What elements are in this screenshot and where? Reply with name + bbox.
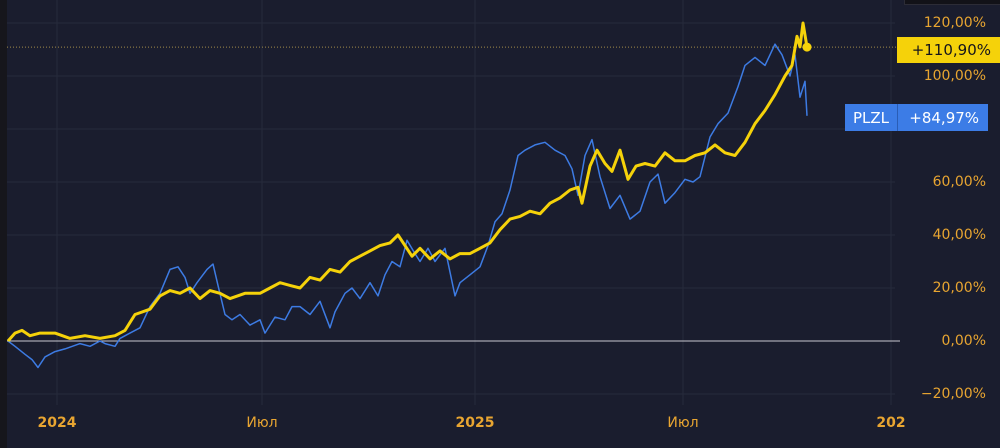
x-axis-label: Июл — [667, 415, 699, 431]
y-axis-label: −20,00% — [920, 386, 986, 402]
y-axis-label: 60,00% — [932, 174, 986, 190]
plzl-last-value-badge: PLZL +84,97% — [845, 104, 989, 131]
x-axis-label: 2024 — [37, 415, 77, 431]
left-edge-strip — [0, 0, 7, 448]
y-axis-label: 100,00% — [923, 68, 986, 84]
x-axis-label: Июл — [246, 415, 278, 431]
grid-lines — [7, 0, 895, 405]
index-last-value-badge: +110,90% — [897, 37, 1000, 63]
index-last-value: +110,90% — [911, 41, 991, 59]
x-axis-label: 202 — [876, 415, 906, 431]
y-axis-label: 0,00% — [941, 333, 986, 349]
plzl-symbol-label: PLZL — [845, 104, 899, 131]
y-axis-label: 40,00% — [932, 227, 986, 243]
y-axis-label: 20,00% — [932, 280, 986, 296]
plzl-series-line — [7, 43, 808, 369]
index-last-point-marker — [802, 42, 812, 52]
top-right-panel-edge — [904, 0, 1000, 5]
plzl-last-value: +84,97% — [898, 104, 989, 131]
y-axis-label: 120,00% — [923, 15, 986, 31]
index-series-line — [6, 21, 809, 342]
x-axis-label: 2025 — [455, 415, 495, 431]
